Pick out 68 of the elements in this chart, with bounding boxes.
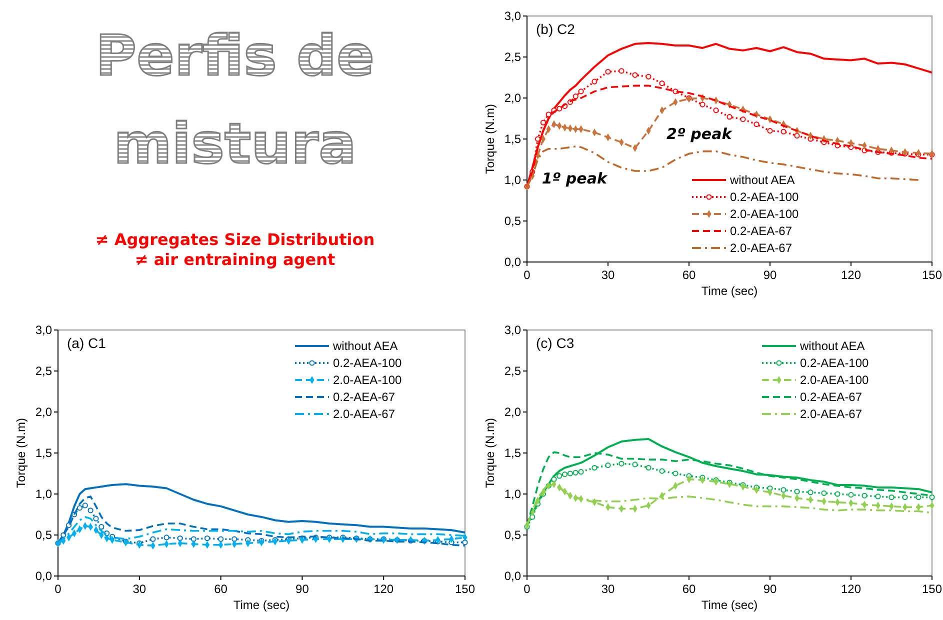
legend-label: 0.2-AEA-67 xyxy=(730,224,792,238)
x-tick-label: 150 xyxy=(922,582,942,596)
y-tick-label: 0,5 xyxy=(504,528,522,542)
x-axis-title: Time (sec) xyxy=(701,284,758,298)
x-tick-label: 120 xyxy=(374,582,394,596)
legend-label: 0.2-AEA-100 xyxy=(333,356,402,370)
chart-title: (c) C3 xyxy=(536,335,574,351)
legend-label: 2.0-AEA-67 xyxy=(730,241,792,255)
x-tick-label: 30 xyxy=(601,268,615,282)
y-tick-label: 1,5 xyxy=(504,132,522,146)
x-tick-label: 120 xyxy=(840,268,862,282)
y-tick-label: 3,0 xyxy=(504,9,522,23)
x-tick-label: 30 xyxy=(601,582,615,596)
text: ≠ air entraining agent xyxy=(134,250,336,269)
x-tick-label: 0 xyxy=(54,582,62,596)
x-tick-label: 60 xyxy=(682,268,696,282)
legend-label: 2.0-AEA-67 xyxy=(800,407,862,421)
chart-title: (b) C2 xyxy=(536,21,576,37)
legend-label: without AEA xyxy=(729,173,795,187)
x-tick-label: 120 xyxy=(840,582,862,596)
y-tick-label: 1,0 xyxy=(504,487,522,501)
chart-title: (a) C1 xyxy=(67,335,106,351)
y-tick-label: 0,0 xyxy=(35,569,52,583)
legend-label: without AEA xyxy=(799,339,865,353)
y-axis-title: Torque (N.m) xyxy=(483,418,497,488)
y-axis-title: Torque (N.m) xyxy=(483,104,497,174)
legend-label: 0.2-AEA-100 xyxy=(800,356,870,370)
legend-label: 2.0-AEA-100 xyxy=(800,373,870,387)
y-tick-label: 3,0 xyxy=(35,323,52,337)
y-tick-label: 1,5 xyxy=(504,446,522,460)
annotation: 2º peak xyxy=(666,125,733,143)
y-tick-label: 0,0 xyxy=(504,569,522,583)
x-tick-label: 0 xyxy=(524,268,531,282)
legend-label: without AEA xyxy=(332,339,398,353)
y-tick-label: 0,5 xyxy=(35,528,52,542)
x-tick-label: 60 xyxy=(682,582,696,596)
legend-label: 0.2-AEA-67 xyxy=(333,390,396,404)
y-tick-label: 2,0 xyxy=(504,405,522,419)
y-tick-label: 1,0 xyxy=(35,487,52,501)
y-tick-label: 2,5 xyxy=(35,364,52,378)
y-tick-label: 1,0 xyxy=(504,173,522,187)
annotation: 1º peak xyxy=(542,169,608,188)
x-tick-label: 90 xyxy=(763,582,777,596)
y-tick-label: 0,5 xyxy=(504,214,522,228)
y-tick-label: 2,5 xyxy=(504,50,522,64)
text: ≠ Aggregates Size Distribution xyxy=(95,230,375,249)
legend-label: 2.0-AEA-100 xyxy=(333,373,402,387)
x-tick-label: 0 xyxy=(524,582,531,596)
y-tick-label: 2,0 xyxy=(504,91,522,105)
x-tick-label: 150 xyxy=(454,582,476,596)
x-axis-title: Time (sec) xyxy=(233,598,290,612)
x-tick-label: 90 xyxy=(763,268,777,282)
legend-label: 2.0-AEA-67 xyxy=(333,407,396,421)
legend-label: 0.2-AEA-100 xyxy=(730,190,800,204)
x-axis-title: Time (sec) xyxy=(701,598,758,612)
x-tick-label: 150 xyxy=(922,268,942,282)
text: Perfis de mistura xyxy=(95,24,375,177)
legend-label: 0.2-AEA-67 xyxy=(800,390,862,404)
y-tick-label: 1,5 xyxy=(35,446,52,460)
y-tick-label: 0,0 xyxy=(504,255,522,269)
y-tick-label: 2,0 xyxy=(35,405,52,419)
y-tick-label: 3,0 xyxy=(504,323,522,337)
x-tick-label: 30 xyxy=(132,582,146,596)
y-axis-title: Torque (N.m) xyxy=(14,418,28,488)
x-tick-label: 90 xyxy=(296,582,310,596)
y-tick-label: 2,5 xyxy=(504,364,522,378)
legend-label: 2.0-AEA-100 xyxy=(730,207,800,221)
x-tick-label: 60 xyxy=(214,582,228,596)
